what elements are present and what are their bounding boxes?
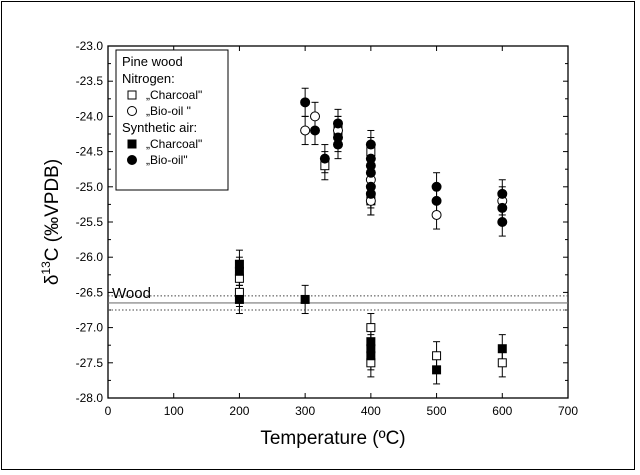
y-axis-label: δ13C (‰VPDB) [39,159,63,285]
x-tick-label: 400 [361,404,381,418]
legend: Pine wood Nitrogen: „Charcoal" „Bio-oil " Sy… [115,49,229,191]
x-tick-label: 200 [229,404,249,418]
legend-entry-label: „Charcoal" [146,137,202,151]
axis-labels: Temperature (ºC) δ13C (‰VPDB) [39,159,406,449]
x-tick-label: 600 [492,404,512,418]
legend-group-heading: Nitrogen: [122,71,175,86]
point-circle-open [431,209,442,220]
point-circle-filled [365,167,376,178]
y-axis-label-rest: C (‰VPDB) [42,159,63,261]
x-tick-label: 700 [558,404,578,418]
point-square-filled [366,351,376,361]
legend-marker-square-filled [127,139,137,149]
point-circle-filled [365,139,376,150]
y-tick-label: -23.5 [76,74,104,88]
y-tick-label: -27.0 [76,321,104,335]
axes: 0 100 200 300 400 500 600 700 -23.0 -23.5 -24.0 -24… [76,39,579,418]
legend-entry-label: „Bio-oil" [146,153,188,167]
point-square-filled [497,344,507,354]
legend-marker-square-open [127,90,137,100]
point-square-filled [432,365,442,375]
point-square-filled [300,294,310,304]
point-square-open [366,323,376,333]
point-circle-filled [497,217,508,227]
y-tick-label: -28.0 [76,391,104,405]
point-circle-filled [431,181,442,192]
y-axis-label-delta: δ [42,275,63,286]
point-square-open [497,358,507,368]
data-points [234,87,508,385]
y-tick-label: -26.0 [76,250,104,264]
point-circle-filled [497,188,508,199]
x-axis-label: Temperature (ºC) [260,428,405,449]
figure-border [1,1,635,470]
point-square-filled [234,266,244,276]
y-axis-label-sup: 13 [39,261,53,275]
point-circle-filled [333,139,343,150]
x-tick-label: 100 [164,404,184,418]
y-tick-label: -24.0 [76,109,104,123]
legend-marker-circle-open [127,106,137,116]
wood-label: Wood [112,285,151,302]
legend-entry-label: „Charcoal" [146,88,202,102]
point-square-open [432,351,442,361]
legend-box [115,49,229,191]
x-tick-label: 0 [105,404,112,418]
legend-marker-circle-filled [127,155,137,165]
y-tick-label: -26.5 [76,285,104,299]
legend-title: Pine wood [122,54,183,69]
point-circle-filled [365,188,376,199]
point-circle-open [300,125,311,136]
legend-entry-label: „Bio-oil " [146,104,191,118]
point-circle-filled [431,195,442,206]
y-tick-label: -23.0 [76,39,104,53]
point-circle-open [310,111,320,122]
point-square-filled [234,294,244,304]
point-circle-filled [319,153,330,164]
point-circle-filled [300,97,311,108]
y-tick-label: -27.5 [76,356,104,370]
y-tick-label: -25.5 [76,215,104,229]
y-tick-label: -24.5 [76,145,104,159]
y-tick-label: -25.0 [76,180,104,194]
point-circle-filled [497,202,508,213]
point-circle-filled [310,125,320,136]
x-tick-label: 300 [295,404,315,418]
wood-reference: Wood [108,285,568,311]
x-tick-label: 500 [427,404,447,418]
legend-group-heading: Synthetic air: [122,120,197,135]
point-circle-filled [333,118,343,129]
